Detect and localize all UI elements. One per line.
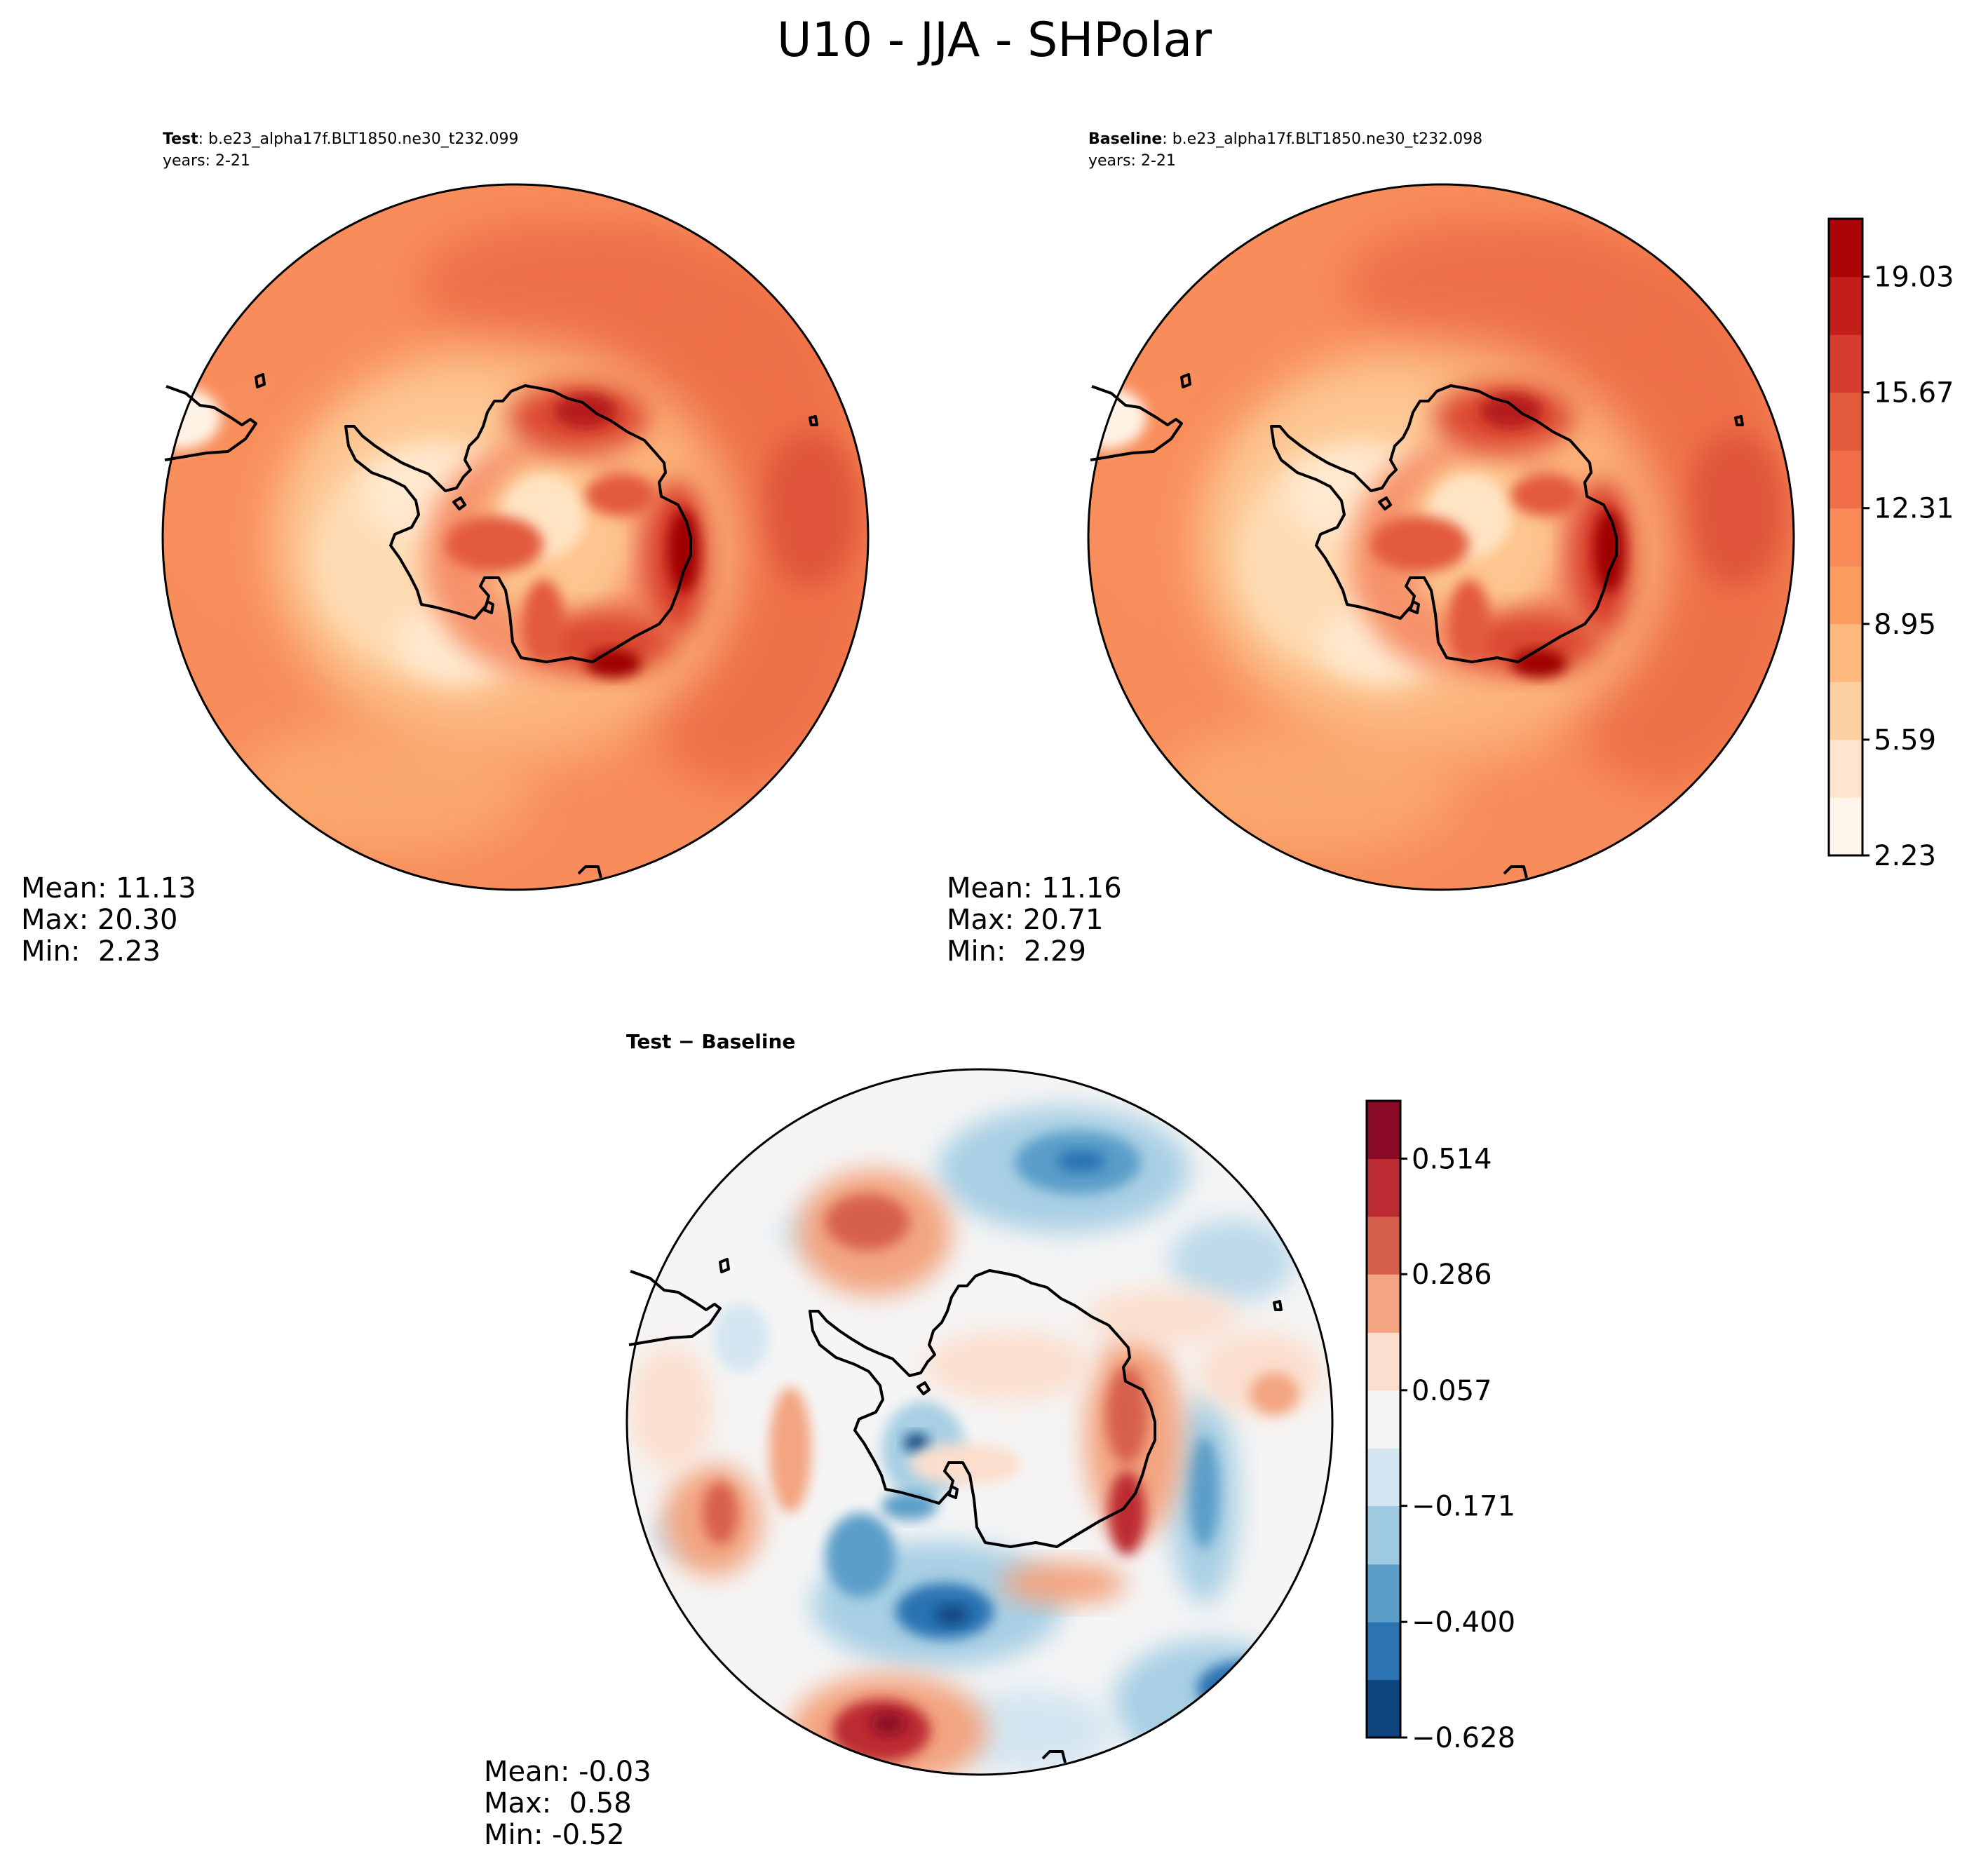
test-max: Max: 20.30 [21, 904, 177, 936]
absolute-colorbar-frame [1827, 217, 1864, 857]
difference-colorbar-segment [1367, 1679, 1400, 1738]
absolute-colorbar: 2.23 5.59 8.95 12.31 15.67 19.03 [1827, 217, 1954, 872]
absolute-colorbar-segment [1829, 276, 1862, 335]
test-panel-label-run: : b.e23_alpha17f.BLT1850.ne30_t232.099 [198, 130, 519, 148]
test-map-boundary [161, 183, 870, 891]
baseline-panel-label-bold: Baseline [1088, 130, 1162, 148]
difference-colorbar-segment [1367, 1274, 1400, 1333]
absolute-colorbar-tick-label: 12.31 [1874, 493, 1954, 525]
baseline-max: Max: 20.71 [947, 904, 1103, 936]
figure-title: U10 - JJA - SHPolar [777, 13, 1212, 68]
test-map [161, 183, 870, 891]
difference-colorbar-segment [1367, 1332, 1400, 1391]
absolute-colorbar-segment [1829, 450, 1862, 509]
absolute-colorbar-segment [1829, 219, 1862, 278]
diff-map-boundary [626, 1068, 1334, 1776]
test-min: Min: 2.23 [21, 935, 161, 968]
difference-colorbar-segment [1367, 1448, 1400, 1507]
diff-map [626, 1068, 1334, 1787]
test-panel-label-bold: Test [163, 130, 198, 148]
baseline-panel: Baseline: b.e23_alpha17f.BLT1850.ne30_t2… [947, 130, 1795, 968]
difference-colorbar-segment [1367, 1158, 1400, 1217]
absolute-colorbar-tick-label: 8.95 [1874, 609, 1936, 641]
baseline-panel-label: Baseline: b.e23_alpha17f.BLT1850.ne30_t2… [1088, 130, 1482, 148]
difference-colorbar-segment [1367, 1564, 1400, 1622]
absolute-colorbar-segment [1829, 392, 1862, 451]
absolute-colorbar-tick-label: 15.67 [1874, 377, 1954, 409]
diff-panel-label: Test − Baseline [626, 1030, 795, 1053]
difference-colorbar-tick-label: 0.057 [1412, 1375, 1492, 1407]
test-panel-label: Test: b.e23_alpha17f.BLT1850.ne30_t232.0… [163, 130, 518, 148]
difference-colorbar-tick-label: 0.514 [1412, 1143, 1492, 1175]
baseline-map-boundary [1087, 183, 1795, 891]
difference-colorbar-tick-label: 0.286 [1412, 1259, 1492, 1291]
difference-colorbar-tick-label: −0.171 [1412, 1491, 1515, 1523]
difference-colorbar-tick-label: −0.400 [1412, 1606, 1515, 1639]
absolute-colorbar-segment [1829, 739, 1862, 798]
baseline-panel-years: years: 2-21 [1088, 152, 1176, 170]
absolute-colorbar-segment [1829, 566, 1862, 625]
difference-colorbar-tick-label: −0.628 [1412, 1722, 1515, 1754]
difference-colorbar-segment [1367, 1101, 1400, 1159]
absolute-colorbar-segment [1829, 508, 1862, 567]
absolute-colorbar-tick-label: 5.59 [1874, 724, 1936, 757]
test-panel-years: years: 2-21 [163, 152, 250, 170]
difference-colorbar-segment [1367, 1216, 1400, 1275]
absolute-colorbar-segment [1829, 623, 1862, 682]
diff-mean: Mean: -0.03 [484, 1756, 651, 1788]
test-mean: Mean: 11.13 [21, 872, 196, 904]
absolute-colorbar-segment [1829, 797, 1862, 856]
baseline-panel-label-run: : b.e23_alpha17f.BLT1850.ne30_t232.098 [1162, 130, 1482, 148]
difference-colorbar: −0.628 −0.400 −0.171 0.057 0.286 0.514 [1365, 1099, 1515, 1754]
diff-panel: Test − Baseline Mean: -0.03 Max: 0.58 Mi… [484, 1030, 1334, 1851]
baseline-min: Min: 2.29 [947, 935, 1086, 968]
diff-max: Max: 0.58 [484, 1787, 632, 1820]
diff-min: Min: -0.52 [484, 1819, 625, 1851]
difference-colorbar-segment [1367, 1622, 1400, 1681]
absolute-colorbar-tick-label: 2.23 [1874, 840, 1936, 872]
baseline-mean: Mean: 11.16 [947, 872, 1122, 904]
test-panel: Test: b.e23_alpha17f.BLT1850.ne30_t232.0… [21, 130, 870, 968]
absolute-colorbar-segment [1829, 682, 1862, 740]
baseline-map [1087, 183, 1795, 891]
absolute-colorbar-tick-label: 19.03 [1874, 262, 1954, 294]
absolute-colorbar-segment [1829, 334, 1862, 393]
difference-colorbar-frame [1365, 1099, 1402, 1739]
difference-colorbar-segment [1367, 1390, 1400, 1449]
diff-contour-field [627, 1069, 1332, 1787]
difference-colorbar-segment [1367, 1505, 1400, 1565]
